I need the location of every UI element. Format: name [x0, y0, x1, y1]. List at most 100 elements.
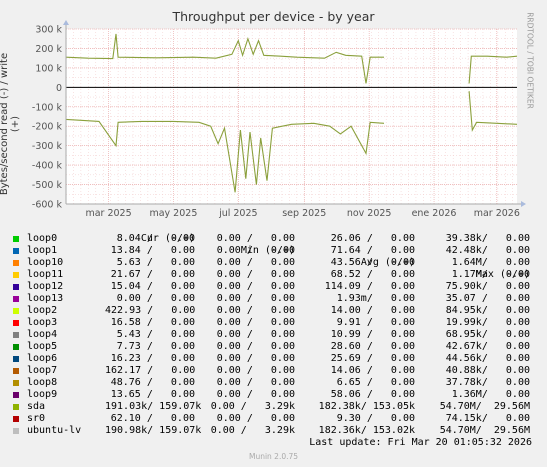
legend-device-name: loop6 [27, 353, 58, 364]
header-cur: Cur (-/+) [140, 233, 195, 244]
legend-swatch [13, 356, 19, 362]
legend-min-value: 0.00 / 0.00 [216, 281, 295, 292]
legend-max-value: 84.95k/ 0.00 [445, 305, 530, 316]
legend-avg-value: 6.65 / 0.00 [336, 377, 415, 388]
legend-swatch [13, 296, 19, 302]
legend-row-loop12: loop12 15.04 / 0.00 0.00 / 0.00 114.09 / 0.… [10, 281, 530, 293]
legend-min-value: 0.00 / 0.00 [216, 377, 295, 388]
legend-swatch [13, 428, 19, 434]
legend-device-name: loop11 [27, 269, 64, 280]
legend-cur-value: 16.58 / 0.00 [110, 317, 195, 328]
legend-cur-value: 0.00 / 0.00 [116, 293, 195, 304]
legend-device-name: loop4 [27, 329, 58, 340]
legend-min-value: 0.00 / 0.00 [216, 365, 295, 376]
legend-device-name: sda [27, 401, 46, 412]
legend-swatch [13, 416, 19, 422]
legend-avg-value: 68.52 / 0.00 [330, 269, 415, 280]
legend-cur-value: 190.98k/ 159.07k [105, 425, 202, 436]
legend-swatch [13, 392, 19, 398]
legend-row-loop1: loop1 13.84 / 0.00 0.00 / 0.00 71.64 / 0.00… [10, 245, 530, 257]
legend-min-value: 0.00 / 0.00 [216, 329, 295, 340]
legend-row-loop8: loop8 48.76 / 0.00 0.00 / 0.00 6.65 / 0.00 3… [10, 377, 530, 389]
legend-max-value: 1.64M/ 0.00 [451, 257, 530, 268]
y-axis-arrow [63, 20, 69, 25]
y-tick-label: -300 k [32, 141, 63, 152]
legend-min-value: 0.00 / 0.00 [216, 413, 295, 424]
legend-cur-value: 21.67 / 0.00 [110, 269, 195, 280]
header-avg: Avg (-/+) [360, 257, 415, 268]
legend-avg-value: 58.06 / 0.00 [330, 389, 415, 400]
legend-device-name: ubuntu-lv [27, 425, 82, 436]
legend-avg-value: 114.09 / 0.00 [324, 281, 415, 292]
y-tick-label: -400 k [32, 161, 63, 172]
header-min: Min (-/+) [240, 245, 295, 256]
chart-title: Throughput per device - by year [172, 9, 375, 24]
x-axis-arrow [521, 201, 526, 207]
legend-row-ubuntu-lv: ubuntu-lv 190.98k/ 159.07k 0.00 / 3.29k 182… [10, 425, 530, 437]
legend-avg-value: 43.56 / 0.00 [330, 257, 415, 268]
legend-device-name: loop9 [27, 389, 58, 400]
legend-cur-value: 8.04 / 0.00 [116, 233, 195, 244]
legend-row-loop4: loop4 5.43 / 0.00 0.00 / 0.00 10.99 / 0.00 6… [10, 329, 530, 341]
legend-max-value: 1.17M/ 0.00 [451, 269, 530, 280]
legend-max-value: 42.48k/ 0.00 [445, 245, 530, 256]
x-tick-label: sep 2025 [282, 208, 326, 219]
x-tick-label: ene 2026 [412, 208, 457, 219]
legend-max-value: 75.90k/ 0.00 [445, 281, 530, 292]
legend-avg-value: 1.93m/ 0.00 [336, 293, 415, 304]
legend-device-name: loop12 [27, 281, 64, 292]
legend-swatch [13, 332, 19, 338]
legend-min-value: 0.00 / 3.29k [210, 425, 295, 436]
legend-min-value: 0.00 / 0.00 [216, 341, 295, 352]
munin-version: Munin 2.0.75 [248, 452, 299, 461]
series-line [65, 33, 518, 84]
legend-avg-value: 25.69 / 0.00 [330, 353, 415, 364]
legend-device-name: loop8 [27, 377, 58, 388]
legend-header: Cur (-/+) Min (-/+) Avg (-/+) Max (-/+) [10, 221, 530, 280]
legend-swatch [13, 344, 19, 350]
y-tick-label: -500 k [32, 180, 63, 191]
legend-avg-value: 26.06 / 0.00 [330, 233, 415, 244]
legend-max-value: 39.38k/ 0.00 [445, 233, 530, 244]
legend-swatch [13, 320, 19, 326]
legend-row-loop11: loop11 21.67 / 0.00 0.00 / 0.00 68.52 / 0.0… [10, 269, 530, 281]
legend-row-loop10: loop10 5.63 / 0.00 0.00 / 0.00 43.56 / 0.00… [10, 257, 530, 269]
y-tick-label: -100 k [32, 102, 63, 113]
y-tick-label: -200 k [32, 122, 63, 133]
legend-swatch [13, 308, 19, 314]
legend-max-value: 68.95k/ 0.00 [445, 329, 530, 340]
header-max: Max (-/+) [475, 269, 530, 280]
x-tick-label: jul 2025 [218, 208, 258, 219]
legend-swatch [13, 236, 19, 242]
legend-cur-value: 48.76 / 0.00 [110, 377, 195, 388]
legend-cur-value: 7.73 / 0.00 [116, 341, 195, 352]
legend-avg-value: 10.99 / 0.00 [330, 329, 415, 340]
legend-device-name: loop2 [27, 305, 58, 316]
legend-min-value: 0.00 / 0.00 [216, 257, 295, 268]
legend-device-name: loop7 [27, 365, 58, 376]
legend-min-value: 0.00 / 0.00 [216, 245, 295, 256]
legend-device-name: loop0 [27, 233, 58, 244]
legend-max-value: 19.99k/ 0.00 [445, 317, 530, 328]
legend-cur-value: 13.65 / 0.00 [110, 389, 195, 400]
legend-row-sr0: sr0 62.10 / 0.00 0.00 / 0.00 9.30 / 0.00 74.… [10, 413, 530, 425]
legend-avg-value: 14.00 / 0.00 [330, 305, 415, 316]
legend-cur-value: 5.63 / 0.00 [116, 257, 195, 268]
legend-avg-value: 28.60 / 0.00 [330, 341, 415, 352]
legend-cur-value: 191.03k/ 159.07k [105, 401, 202, 412]
legend-row-loop5: loop5 7.73 / 0.00 0.00 / 0.00 28.60 / 0.00 4… [10, 341, 530, 353]
legend-swatch [13, 284, 19, 290]
legend-row-loop3: loop3 16.58 / 0.00 0.00 / 0.00 9.91 / 0.00 1… [10, 317, 530, 329]
legend-swatch [13, 368, 19, 374]
legend-min-value: 0.00 / 0.00 [216, 233, 295, 244]
legend-avg-value: 182.38k/ 153.05k [318, 401, 415, 412]
legend-cur-value: 62.10 / 0.00 [110, 413, 195, 424]
legend-avg-value: 14.06 / 0.00 [330, 365, 415, 376]
last-update: Last update: Fri Mar 20 01:05:32 2026 [309, 437, 532, 448]
legend-row-loop6: loop6 16.23 / 0.00 0.00 / 0.00 25.69 / 0.00… [10, 353, 530, 365]
legend-cur-value: 162.17 / 0.00 [105, 365, 196, 376]
legend-max-value: 54.70M/ 29.56M [439, 401, 530, 412]
legend-max-value: 1.36M/ 0.00 [451, 389, 530, 400]
legend-min-value: 0.00 / 3.29k [210, 401, 295, 412]
x-tick-label: may 2025 [149, 208, 197, 219]
